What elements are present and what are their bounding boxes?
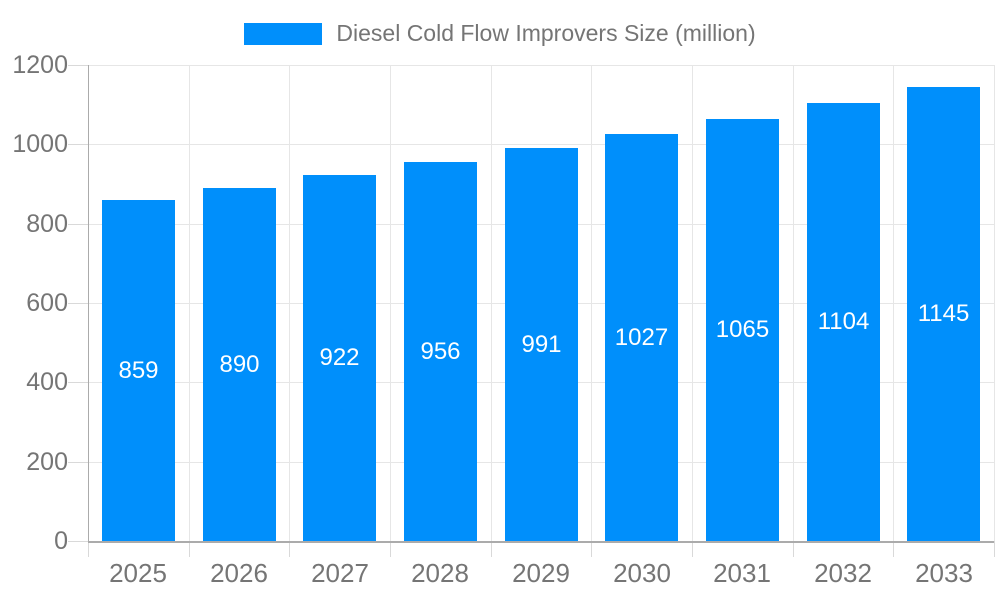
v-gridline <box>994 65 995 541</box>
y-axis-label: 600 <box>26 289 68 317</box>
x-axis-label: 2032 <box>814 558 872 588</box>
legend-swatch[interactable] <box>244 22 323 45</box>
y-axis-tick <box>68 224 88 225</box>
bar[interactable] <box>807 103 880 541</box>
x-axis-tick <box>88 541 89 557</box>
y-axis-tick <box>68 541 88 542</box>
bar[interactable] <box>505 148 578 541</box>
bar-value-label: 1065 <box>715 316 770 343</box>
v-gridline <box>893 65 894 541</box>
x-axis-tick <box>793 541 794 557</box>
h-gridline <box>88 65 994 66</box>
x-axis-label: 2033 <box>915 558 973 588</box>
y-axis-label: 1200 <box>12 51 68 79</box>
v-gridline <box>189 65 190 541</box>
x-axis-label: 2029 <box>512 558 570 588</box>
x-axis-label: 2026 <box>210 558 268 588</box>
y-axis-tick <box>68 382 88 383</box>
x-axis-tick <box>994 541 995 557</box>
bar-value-label: 859 <box>118 357 159 384</box>
bar[interactable] <box>605 134 678 541</box>
y-axis-tick <box>68 144 88 145</box>
bar[interactable] <box>706 119 779 541</box>
bar[interactable] <box>102 200 175 541</box>
bar[interactable] <box>404 162 477 541</box>
bar-value-label: 922 <box>319 344 360 371</box>
x-axis-label: 2030 <box>613 558 671 588</box>
x-axis-tick <box>289 541 290 557</box>
x-axis-tick <box>390 541 391 557</box>
y-axis-tick <box>68 65 88 66</box>
v-gridline <box>289 65 290 541</box>
y-axis-tick <box>68 303 88 304</box>
x-axis-label: 2031 <box>713 558 771 588</box>
v-gridline <box>491 65 492 541</box>
y-axis-label: 0 <box>54 527 68 555</box>
x-axis-label: 2025 <box>109 558 167 588</box>
y-axis-tick <box>68 462 88 463</box>
h-gridline <box>88 144 994 145</box>
bar-value-label: 1027 <box>614 324 669 351</box>
bar-value-label: 1104 <box>817 308 870 335</box>
bar-value-label: 956 <box>420 338 461 365</box>
legend: Diesel Cold Flow Improvers Size (million… <box>0 20 1000 47</box>
x-axis-tick <box>893 541 894 557</box>
bar[interactable] <box>303 175 376 541</box>
bar-value-label: 991 <box>521 331 562 358</box>
x-axis-label: 2027 <box>311 558 369 588</box>
bar[interactable] <box>907 87 980 541</box>
legend-label[interactable]: Diesel Cold Flow Improvers Size (million… <box>336 20 756 46</box>
v-gridline <box>390 65 391 541</box>
v-gridline <box>793 65 794 541</box>
v-gridline <box>692 65 693 541</box>
x-axis-tick <box>591 541 592 557</box>
bar[interactable] <box>203 188 276 541</box>
x-axis-tick <box>491 541 492 557</box>
bar-value-label: 1145 <box>917 300 970 327</box>
x-axis-label: 2028 <box>411 558 469 588</box>
y-axis-label: 1000 <box>12 130 68 158</box>
y-axis-line <box>88 65 89 542</box>
x-axis-tick <box>692 541 693 557</box>
y-axis-label: 800 <box>26 210 68 238</box>
y-axis-label: 200 <box>26 448 68 476</box>
v-gridline <box>591 65 592 541</box>
x-axis-line <box>88 541 994 543</box>
y-axis-label: 400 <box>26 368 68 396</box>
x-axis-tick <box>189 541 190 557</box>
bar-value-label: 890 <box>219 351 260 378</box>
